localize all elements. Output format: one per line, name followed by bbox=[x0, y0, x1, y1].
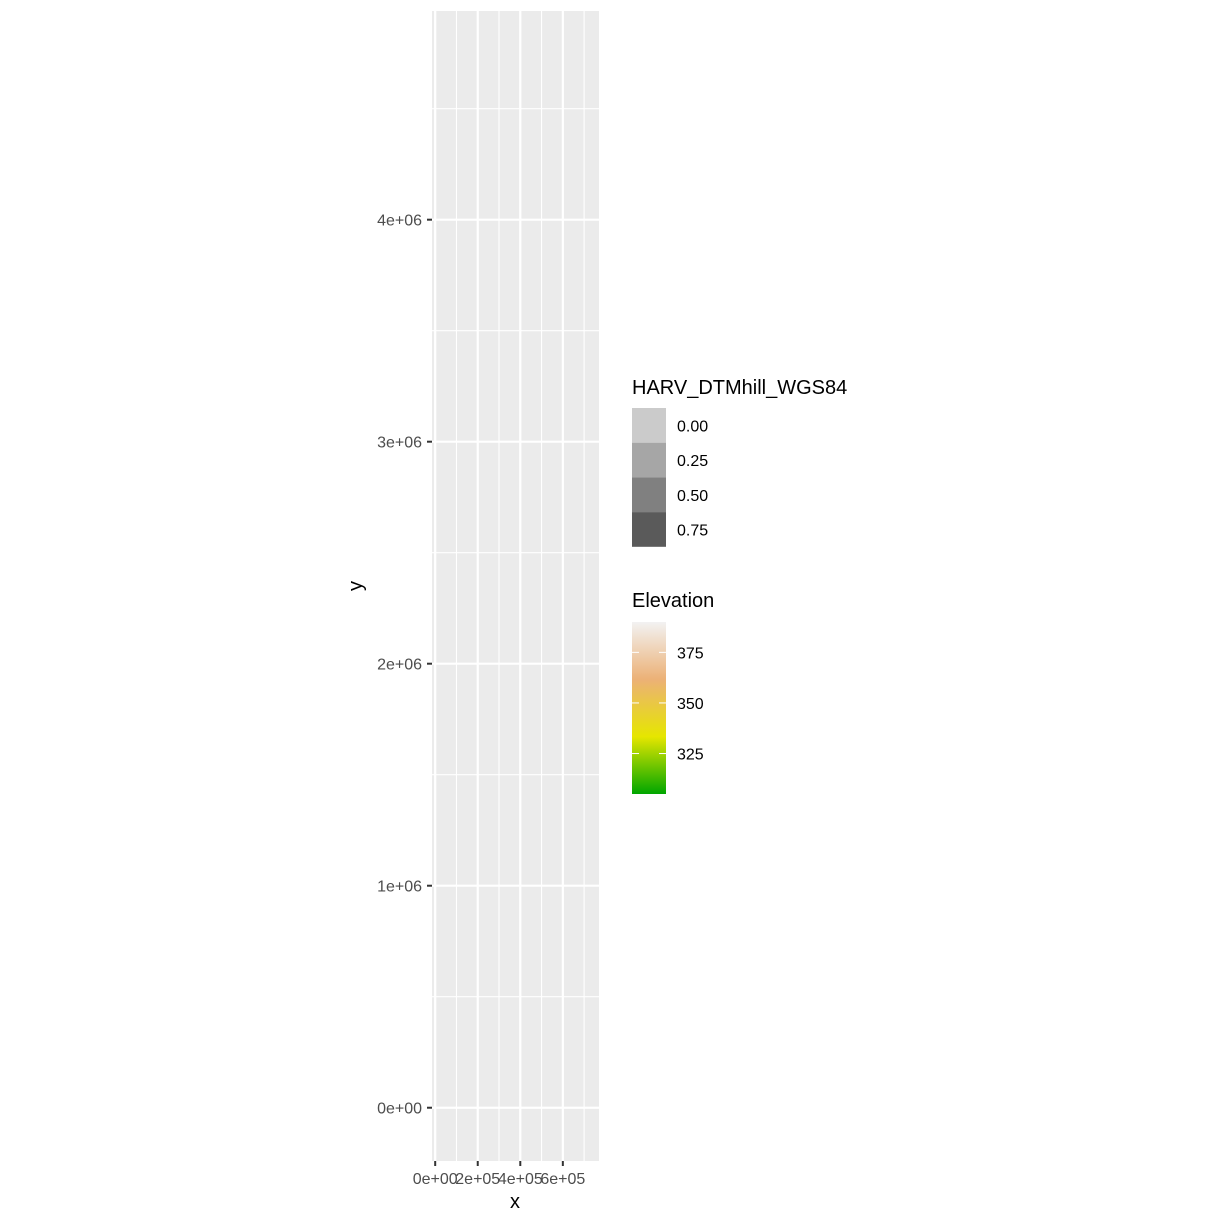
legend-elevation: Elevation 375 350 325 bbox=[632, 590, 714, 794]
grid-minor bbox=[432, 11, 599, 1161]
legend-hillshade-key bbox=[632, 512, 666, 547]
x-tick-label: 6e+05 bbox=[540, 1171, 585, 1188]
grid-major bbox=[432, 11, 599, 1161]
legend-hillshade-label: 0.00 bbox=[677, 418, 708, 435]
legend-elevation-colorbar bbox=[632, 622, 666, 794]
y-tick-label: 2e+06 bbox=[377, 657, 422, 674]
legend-hillshade-label: 0.25 bbox=[677, 453, 708, 470]
legend-elevation-title: Elevation bbox=[632, 590, 714, 612]
x-tick-label: 0e+00 bbox=[413, 1171, 458, 1188]
legend-elevation-label: 375 bbox=[677, 645, 704, 662]
y-axis-title: y bbox=[345, 581, 367, 591]
legend-hillshade: HARV_DTMhill_WGS84 0.00 0.25 0.50 0.75 bbox=[632, 377, 847, 547]
legend-elevation-label: 350 bbox=[677, 696, 704, 713]
x-tick-label: 2e+05 bbox=[455, 1171, 500, 1188]
x-axis-title: x bbox=[510, 1191, 520, 1213]
legend-hillshade-label: 0.50 bbox=[677, 488, 708, 505]
y-tick-label: 1e+06 bbox=[377, 879, 422, 896]
legend-hillshade-keys: 0.00 0.25 0.50 0.75 bbox=[632, 408, 708, 547]
legend-hillshade-key bbox=[632, 477, 666, 513]
y-tick-label: 4e+06 bbox=[377, 213, 422, 230]
legend-elevation-breaks: 375 350 325 bbox=[632, 645, 704, 764]
y-tick-label: 0e+00 bbox=[377, 1101, 422, 1118]
legend-hillshade-key bbox=[632, 408, 666, 443]
y-axis: 0e+00 1e+06 2e+06 3e+06 4e+06 bbox=[377, 213, 432, 1118]
legend-hillshade-key bbox=[632, 442, 666, 478]
legend-hillshade-label: 0.75 bbox=[677, 522, 708, 539]
legend-hillshade-title: HARV_DTMhill_WGS84 bbox=[632, 377, 847, 399]
legend-elevation-label: 325 bbox=[677, 747, 704, 764]
plot-panel bbox=[432, 11, 599, 1161]
x-tick-label: 4e+05 bbox=[498, 1171, 543, 1188]
y-tick-label: 3e+06 bbox=[377, 435, 422, 452]
